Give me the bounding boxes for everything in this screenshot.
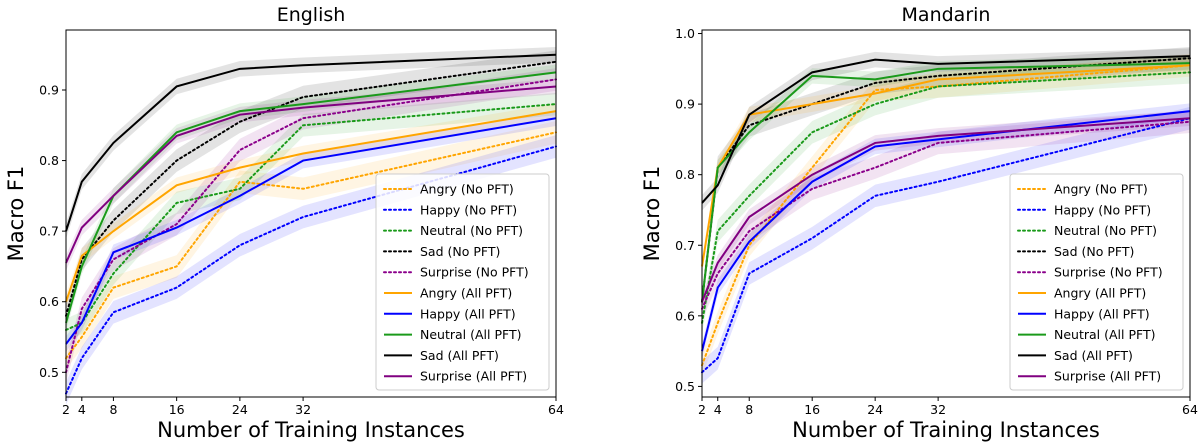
series-line-happy-all-pft <box>65 117 557 345</box>
band-angry-all-pft <box>66 103 556 310</box>
legend-label-happy-all-pft: Happy (All PFT) <box>420 306 516 321</box>
y-tick-label: 0.5 <box>39 365 59 380</box>
band-surprise-no-pft <box>66 68 556 384</box>
series-line-angry-no-pft <box>65 131 557 360</box>
x-tick-label: 32 <box>295 402 311 417</box>
y-tick-label: 0.6 <box>39 294 59 309</box>
series-line-sad-all-pft <box>65 53 557 232</box>
legend-box <box>375 173 550 391</box>
x-tick-label: 32 <box>930 402 946 417</box>
y-tick-label: 0.5 <box>675 379 695 394</box>
x-tick-label: 2 <box>698 402 706 417</box>
x-tick-label: 2 <box>62 402 70 417</box>
y-tick-label: 0.8 <box>39 153 59 168</box>
y-tick-label: 0.9 <box>39 82 59 97</box>
legend-label-neutral-no-pft: Neutral (No PFT) <box>420 223 523 238</box>
y-tick-label: 0.7 <box>675 238 695 253</box>
series-line-sad-all-pft <box>701 55 1191 204</box>
y-tick-label: 0.8 <box>675 167 695 182</box>
series-line-neutral-all-pft <box>65 71 557 324</box>
band-surprise-no-pft <box>702 110 1190 321</box>
chart-panel-mandarin: 2 4 8 16 24 32 64 0.5 0.6 0.7 0.8 0.9 1.0 Mandarin Num… <box>640 4 1198 442</box>
chart-title: Mandarin <box>902 4 991 26</box>
legend-label-sad-all-pft: Sad (All PFT) <box>420 348 499 363</box>
series-line-happy-all-pft <box>701 110 1191 352</box>
legend-label-happy-all-pft: Happy (All PFT) <box>1054 306 1150 321</box>
y-tick-label: 0.6 <box>675 308 695 323</box>
x-tick-label: 64 <box>548 402 564 417</box>
band-neutral-no-pft <box>702 61 1190 335</box>
plot-frame <box>701 29 1191 398</box>
legend-label-sad-no-pft: Sad (No PFT) <box>1054 244 1134 259</box>
series-line-sad-no-pft <box>65 60 557 317</box>
legend-label-neutral-all-pft: Neutral (All PFT) <box>420 327 521 342</box>
y-tick-label: 0.9 <box>675 97 695 112</box>
chart-panel-english: 2 4 8 16 24 32 64 0.5 0.6 0.7 0.8 0.9 English Number … <box>4 4 564 442</box>
legend: Angry (No PFT) Happy (No PFT) Neutral (No … <box>375 173 550 391</box>
legend-label-surprise-no-pft: Surprise (No PFT) <box>1054 265 1163 280</box>
legend-label-sad-no-pft: Sad (No PFT) <box>420 244 500 259</box>
y-axis-label: Macro F1 <box>640 166 664 262</box>
legend: Angry (No PFT) Happy (No PFT) Neutral (No … <box>1009 173 1184 391</box>
x-tick-label: 24 <box>232 402 248 417</box>
x-tick-label: 16 <box>169 402 185 417</box>
series-line-happy-no-pft <box>701 117 1191 374</box>
legend-label-surprise-all-pft: Surprise (All PFT) <box>420 369 527 384</box>
y-axis-label: Macro F1 <box>4 166 28 262</box>
band-surprise-all-pft <box>66 78 556 271</box>
legend-label-surprise-all-pft: Surprise (All PFT) <box>1054 369 1161 384</box>
series-line-surprise-all-pft <box>701 117 1191 303</box>
legend-label-angry-all-pft: Angry (All PFT) <box>1054 286 1146 301</box>
x-axis-label: Number of Training Instances <box>792 418 1100 442</box>
legend-label-neutral-all-pft: Neutral (All PFT) <box>1054 327 1155 342</box>
legend-label-angry-no-pft: Angry (No PFT) <box>420 182 514 197</box>
x-tick-label: 4 <box>78 402 86 417</box>
x-tick-label: 4 <box>714 402 722 417</box>
band-happy-no-pft <box>66 135 556 405</box>
legend-label-angry-all-pft: Angry (All PFT) <box>420 286 512 301</box>
legend-label-happy-no-pft: Happy (No PFT) <box>1054 202 1151 217</box>
series-line-neutral-no-pft <box>701 71 1191 324</box>
series-line-surprise-all-pft <box>65 85 557 264</box>
band-angry-no-pft <box>66 121 556 370</box>
x-axis-label: Number of Training Instances <box>157 418 465 442</box>
legend-box <box>1009 173 1184 391</box>
legend-label-angry-no-pft: Angry (No PFT) <box>1054 182 1148 197</box>
x-tick-label: 64 <box>1182 402 1198 417</box>
series-line-neutral-all-pft <box>701 62 1191 302</box>
series-line-surprise-no-pft <box>65 78 557 374</box>
series-line-happy-no-pft <box>65 145 557 395</box>
x-tick-label: 8 <box>745 402 753 417</box>
series-line-surprise-no-pft <box>701 120 1191 310</box>
legend-label-sad-all-pft: Sad (All PFT) <box>1054 348 1133 363</box>
legend-label-neutral-no-pft: Neutral (No PFT) <box>1054 223 1157 238</box>
y-tick-label: 0.7 <box>39 224 59 239</box>
y-tick-label: 1.0 <box>675 26 695 41</box>
chart-title: English <box>277 4 346 26</box>
legend-label-surprise-no-pft: Surprise (No PFT) <box>420 265 529 280</box>
plot-frame <box>65 29 557 398</box>
legend-label-happy-no-pft: Happy (No PFT) <box>420 202 517 217</box>
x-tick-label: 8 <box>109 402 117 417</box>
x-tick-label: 24 <box>867 402 883 417</box>
x-tick-label: 16 <box>804 402 820 417</box>
series-line-angry-all-pft <box>65 110 557 303</box>
